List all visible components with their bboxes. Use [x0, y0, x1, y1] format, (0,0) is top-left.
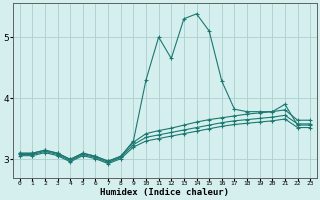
X-axis label: Humidex (Indice chaleur): Humidex (Indice chaleur)	[100, 188, 229, 197]
